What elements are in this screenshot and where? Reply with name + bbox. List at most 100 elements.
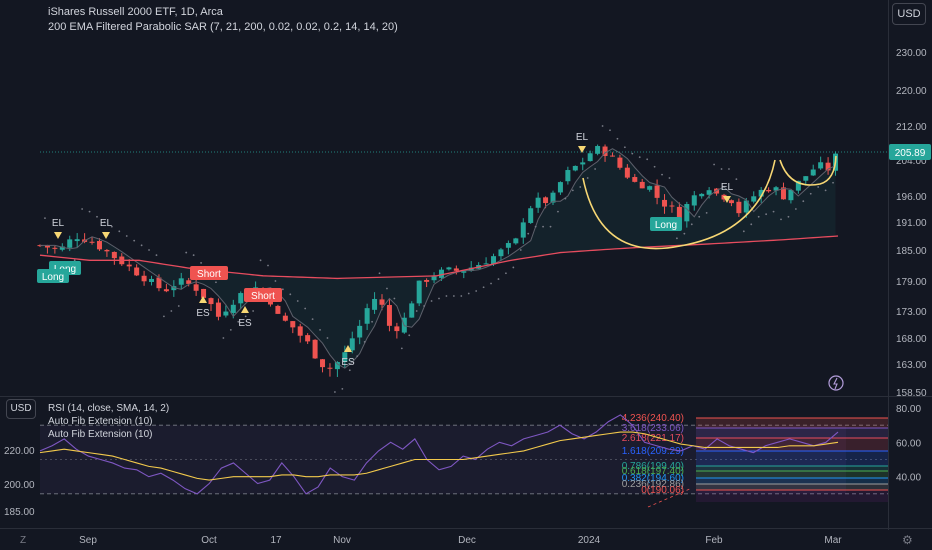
rsi-ma-line — [39, 431, 839, 481]
candle-body — [699, 193, 705, 197]
candle-body — [215, 302, 221, 317]
candle-body — [297, 326, 303, 336]
sar-dot — [215, 281, 217, 284]
sar-dot — [497, 278, 500, 280]
fib-level-label: 0.618(197.40) — [622, 466, 684, 477]
lower-currency-button[interactable]: USD — [6, 399, 36, 419]
candle-body — [394, 326, 400, 332]
candle-body — [461, 271, 467, 273]
signal-badge-label: Long — [42, 272, 64, 283]
candle-body — [780, 187, 786, 200]
rsi-tick-label: 60.00 — [896, 438, 921, 449]
sar-dot — [832, 181, 834, 184]
currency-button[interactable]: USD — [892, 3, 926, 25]
fast-ma-line — [40, 148, 836, 369]
sar-dot — [96, 215, 98, 218]
candle-body — [141, 275, 147, 282]
ema-band-fill — [40, 148, 836, 369]
candle-body — [334, 362, 340, 370]
fib-legend-1: Auto Fib Extension (10) — [48, 416, 153, 427]
candle-body — [609, 155, 615, 157]
sar-dot — [259, 259, 262, 262]
rsi-tick-label: 40.00 — [896, 473, 921, 484]
candle-body — [156, 277, 162, 289]
candle-body — [543, 197, 549, 204]
candle-body — [550, 192, 556, 203]
candle-body — [766, 189, 772, 192]
candle-body — [468, 267, 474, 271]
candle-body — [223, 311, 229, 316]
rsi-legend: RSI (14, close, SMA, 14, 2) — [48, 403, 170, 414]
candle-body — [684, 204, 690, 222]
last-price-label: 205.89 — [895, 148, 926, 159]
candle-body — [357, 325, 363, 338]
price-tick-label: 163.00 — [896, 360, 927, 371]
candle-body — [201, 288, 207, 298]
candle-body — [364, 308, 370, 324]
fib-level-label: 3.618(233.06) — [622, 423, 684, 434]
sar-dot — [549, 225, 552, 228]
fib-level-label: 2.618(221.17) — [622, 433, 684, 444]
candle-body — [617, 157, 623, 168]
sar-dot — [690, 223, 693, 226]
sar-dot — [252, 310, 255, 312]
sar-dot — [44, 217, 46, 220]
candle-body — [714, 188, 720, 194]
signal-badge — [37, 269, 69, 283]
fib-zone — [696, 478, 888, 484]
sar-dot — [430, 300, 433, 302]
gear-icon[interactable]: ⚙ — [902, 533, 913, 547]
candle-body — [803, 176, 809, 181]
sar-dot — [170, 310, 173, 312]
signal-marker — [102, 232, 110, 239]
fib-level-label: 0.382(194.60) — [622, 473, 684, 484]
sar-dot — [133, 239, 136, 242]
candle-body — [587, 153, 593, 162]
sar-dot — [244, 315, 247, 318]
rsi-line — [39, 414, 839, 495]
timezone-label[interactable]: Z — [20, 535, 27, 546]
sar-dot — [200, 262, 202, 264]
candle-body — [795, 180, 801, 191]
signal-marker — [723, 196, 731, 203]
sar-dot — [73, 259, 76, 262]
signal-label: ES — [238, 318, 252, 329]
sar-dot — [110, 225, 113, 228]
sar-dot — [564, 197, 567, 200]
price-tick-label: 204.00 — [896, 156, 927, 167]
price-tick-label: 220.00 — [896, 86, 927, 97]
sar-dot — [311, 318, 314, 320]
sar-dot — [341, 387, 344, 390]
fib-trend-line — [647, 487, 693, 508]
sar-dot — [668, 177, 671, 179]
candle-body — [149, 278, 155, 282]
candle-body — [386, 305, 392, 326]
price-tick-label: 212.00 — [896, 122, 927, 133]
handle-arc — [779, 155, 837, 186]
sar-dot — [653, 165, 656, 168]
sar-dot — [601, 125, 604, 127]
sar-dot — [698, 215, 701, 218]
price-tick-label: 179.00 — [896, 277, 927, 288]
sar-dot — [460, 295, 463, 297]
symbol-title: iShares Russell 2000 ETF, 1D, Arca — [48, 6, 223, 18]
sar-dot — [103, 221, 106, 223]
sar-dot — [319, 329, 321, 331]
sar-dot — [452, 295, 455, 297]
sar-dot — [237, 320, 240, 323]
candle-body — [639, 181, 645, 189]
fib-legend-2: Auto Fib Extension (10) — [48, 429, 153, 440]
time-tick-label: 17 — [270, 535, 282, 546]
candle-body — [706, 190, 712, 195]
signal-badge — [244, 288, 282, 302]
sar-dot — [289, 293, 292, 296]
time-tick-label: Feb — [705, 535, 723, 546]
sar-dot — [742, 230, 745, 233]
sar-dot — [728, 168, 730, 170]
signal-marker — [241, 306, 249, 313]
candle-body — [275, 305, 281, 314]
sar-dot — [296, 300, 299, 302]
sar-dot — [185, 251, 188, 254]
